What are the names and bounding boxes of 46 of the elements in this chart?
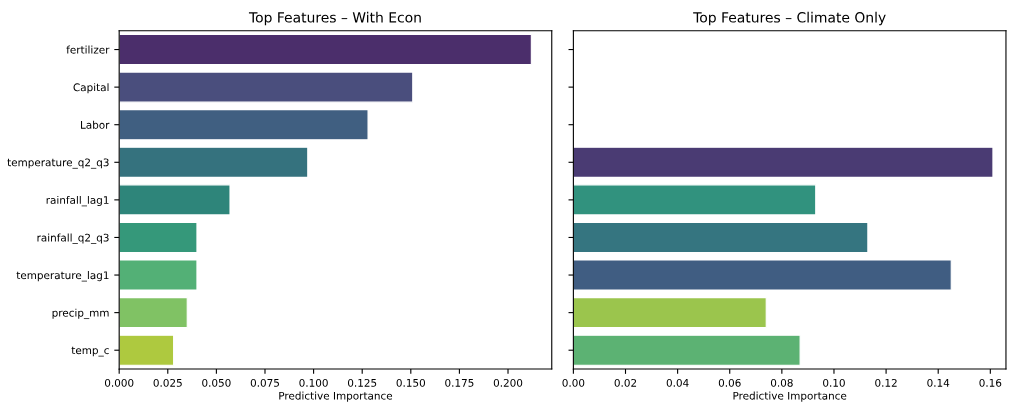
bar <box>119 221 198 254</box>
x-tick-label: 0.100 <box>299 378 328 387</box>
chart-title: Top Features – Climate Only <box>693 11 886 26</box>
x-tick-label: 0.02 <box>614 378 637 387</box>
x-tick-label: 0.06 <box>718 378 741 387</box>
y-tick-label: temperature_lag1 <box>16 271 109 282</box>
y-tick-label: fertilizer <box>66 45 110 54</box>
x-tick-label: 0.14 <box>927 378 950 387</box>
bar <box>119 297 188 329</box>
x-tick-label: 0.000 <box>104 378 134 387</box>
bar <box>119 259 198 291</box>
bar <box>573 334 801 366</box>
x-tick-label: 0.00 <box>562 378 585 387</box>
bar <box>119 334 175 366</box>
bar <box>573 146 994 178</box>
bar <box>573 297 767 329</box>
x-tick-label: 0.025 <box>153 378 182 387</box>
x-tick-label: 0.125 <box>347 378 377 387</box>
y-tick-label: temp_c <box>71 346 109 357</box>
x-tick-label: 0.150 <box>396 378 426 387</box>
y-tick-label: temperature_q2_q3 <box>7 158 109 169</box>
y-tick-label: rainfall_q2_q3 <box>37 233 109 244</box>
y-tick-label: Capital <box>73 83 109 94</box>
x-axis-title: Predictive Importance <box>733 391 847 402</box>
x-tick-label: 0.16 <box>979 378 1002 387</box>
bar <box>573 259 952 291</box>
x-tick-label: 0.050 <box>202 378 231 387</box>
y-tick-label: Labor <box>81 120 110 129</box>
chart-title: Top Features – With Econ <box>248 11 421 26</box>
bar <box>573 184 817 216</box>
y-tick-label: rainfall_lag1 <box>46 195 109 207</box>
x-tick-label: 0.10 <box>823 378 845 387</box>
bar <box>119 146 309 178</box>
bar <box>119 109 369 141</box>
x-tick-label: 0.08 <box>770 378 793 387</box>
x-tick-label: 0.175 <box>445 378 474 387</box>
bar <box>573 221 869 254</box>
x-tick-label: 0.04 <box>666 378 689 387</box>
x-tick-label: 0.12 <box>875 378 897 387</box>
y-tick-label: precip_mm <box>52 308 109 320</box>
x-tick-label: 0.200 <box>493 378 523 387</box>
x-tick-label: 0.075 <box>250 378 279 387</box>
bar <box>119 33 532 66</box>
x-axis-title: Predictive Importance <box>279 391 393 402</box>
bar <box>119 71 414 103</box>
bar <box>119 184 231 216</box>
